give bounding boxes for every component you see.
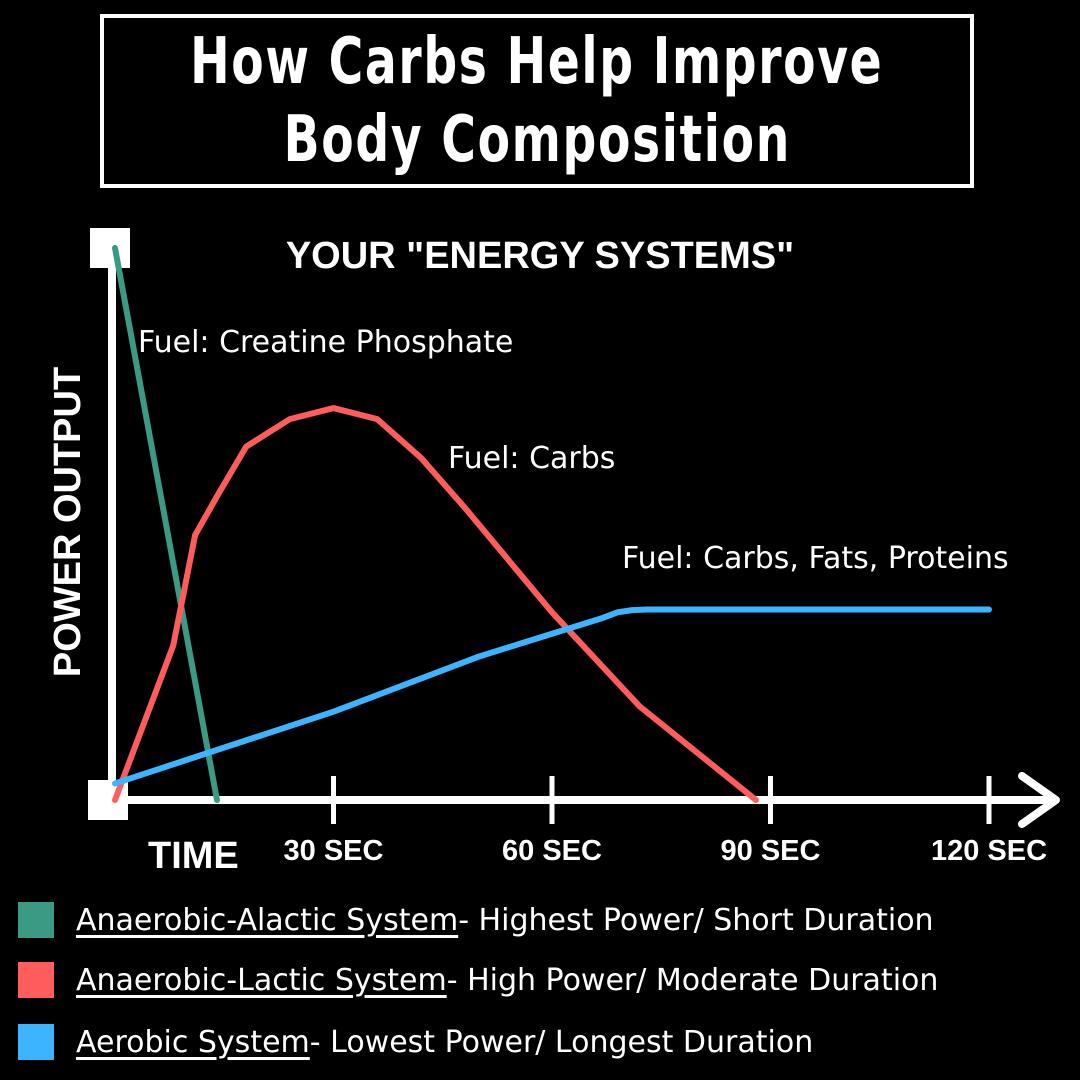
legend-swatch-alactic (18, 902, 54, 938)
legend-swatch-aerobic (18, 1024, 54, 1060)
title-box: How Carbs Help Improve Body Composition (100, 14, 974, 188)
legend-item-lactic: Anaerobic-Lactic System - High Power/ Mo… (18, 962, 938, 998)
x-tick-label-120: 120 SEC (931, 835, 1047, 867)
x-axis-arrow (1018, 772, 1060, 828)
title-line-1: How Carbs Help Improve (190, 25, 884, 99)
fuel-annotation-aerobic: Fuel: Carbs, Fats, Proteins (622, 541, 1009, 576)
energy-systems-chart: YOUR "ENERGY SYSTEMS" POWER OUTPUT TIME … (47, 228, 1060, 877)
legend-desc-aerobic: - Lowest Power/ Longest Duration (309, 1024, 814, 1060)
title-line-2: Body Composition (283, 103, 791, 177)
legend-desc-alactic: - Highest Power/ Short Duration (458, 902, 934, 938)
x-tick-label-90: 90 SEC (721, 835, 821, 867)
legend-swatch-lactic (18, 962, 54, 998)
fuel-annotation-alactic: Fuel: Creatine Phosphate (138, 325, 513, 360)
legend-name-aerobic: Aerobic System (76, 1024, 310, 1060)
chart-title: YOUR "ENERGY SYSTEMS" (286, 235, 794, 277)
x-tick-label-30: 30 SEC (284, 835, 384, 867)
x-tick-label-60: 60 SEC (502, 835, 602, 867)
legend-item-alactic: Anaerobic-Alactic System - Highest Power… (18, 902, 934, 938)
x-axis-label: TIME (148, 835, 239, 877)
series-line-alactic (112, 245, 220, 803)
series-line-lactic (112, 405, 759, 803)
y-axis-label: POWER OUTPUT (47, 367, 89, 677)
legend-item-aerobic: Aerobic System - Lowest Power/ Longest D… (18, 1024, 813, 1060)
legend-name-lactic: Anaerobic-Lactic System (76, 962, 447, 998)
series-line-aerobic (112, 606, 992, 787)
legend-desc-lactic: - High Power/ Moderate Duration (446, 962, 939, 998)
fuel-annotation-lactic: Fuel: Carbs (448, 441, 615, 476)
y-axis-end-marker (90, 228, 130, 268)
legend-name-alactic: Anaerobic-Alactic System (76, 902, 459, 938)
